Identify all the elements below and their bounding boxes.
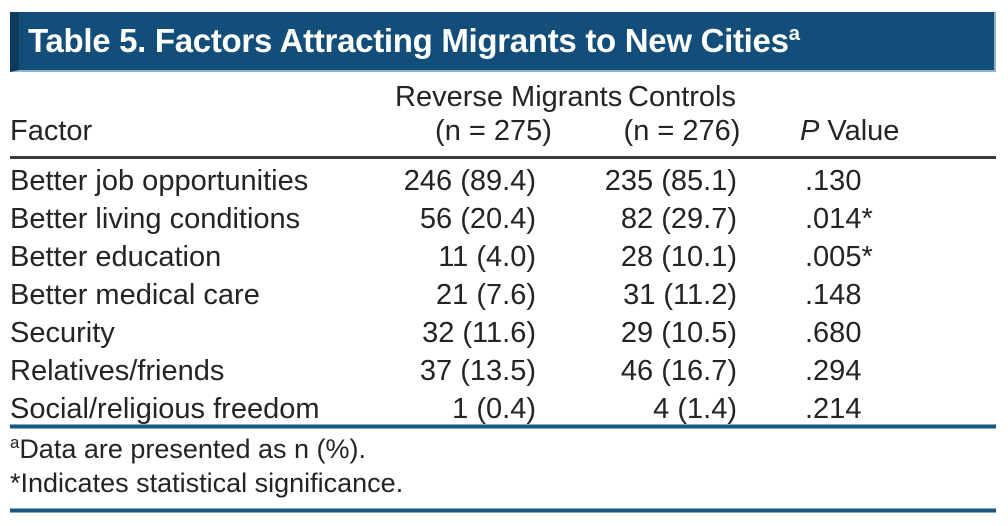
table-row: Relatives/friends 37 (13.5) 46 (16.7) .2…: [10, 352, 996, 390]
table-title-superscript: a: [788, 22, 800, 45]
cell-reverse-migrants: 246 (89.4): [403, 164, 536, 197]
footnotes: aData are presented as n (%). *Indicates…: [10, 432, 403, 500]
footnote-divider-rule: [10, 424, 996, 429]
footnote-a-marker: a: [10, 433, 20, 452]
column-header-reverse-migrants: Reverse Migrants (n = 275): [395, 80, 623, 159]
table-row: Better education 11 (4.0) 28 (10.1) .005…: [10, 238, 996, 276]
cell-factor: Relatives/friends: [10, 354, 225, 387]
cell-controls: 31 (11.2): [623, 278, 737, 311]
header-row: Factor Reverse Migrants (n = 275) Contro…: [10, 80, 996, 159]
table-title-bar: Table 5. Factors Attracting Migrants to …: [10, 12, 996, 72]
cell-reverse-migrants: 56 (20.4): [419, 202, 536, 235]
footnote-asterisk-text: Indicates statistical significance.: [20, 468, 404, 498]
table-bottom-rule: [10, 508, 996, 513]
header-reverse-line1: Reverse Migrants: [395, 81, 623, 113]
header-reverse-line2: (n = 275): [435, 115, 552, 147]
p-value-rest: Value: [819, 115, 900, 147]
cell-factor: Social/religious freedom: [10, 392, 320, 425]
table-header: Factor Reverse Migrants (n = 275) Contro…: [10, 80, 996, 159]
cell-reverse-migrants: 37 (13.5): [419, 354, 536, 387]
cell-controls: 235 (85.1): [604, 164, 737, 197]
cell-p-value: .005*: [805, 240, 873, 273]
footnote-significance: *Indicates statistical significance.: [10, 466, 403, 500]
table-row: Social/religious freedom 1 (0.4) 4 (1.4)…: [10, 390, 996, 428]
cell-factor: Security: [10, 316, 115, 349]
header-controls-line2: (n = 276): [623, 115, 741, 147]
footnote-data-presentation: aData are presented as n (%).: [10, 432, 403, 466]
cell-p-value: .680: [805, 316, 862, 349]
cell-controls: 29 (10.5): [620, 316, 737, 349]
table-body: Better job opportunities 246 (89.4) 235 …: [10, 158, 996, 429]
p-value-italic-p: P: [800, 115, 820, 147]
cell-controls: 4 (1.4): [653, 392, 737, 425]
cell-controls: 82 (29.7): [620, 202, 737, 235]
cell-reverse-migrants: 21 (7.6): [436, 278, 536, 311]
cell-factor: Better medical care: [10, 278, 260, 311]
table-row: Better living conditions 56 (20.4) 82 (2…: [10, 200, 996, 238]
cell-factor: Better living conditions: [10, 202, 301, 235]
table-title-text: Table 5. Factors Attracting Migrants to …: [28, 22, 789, 59]
factors-table: Factor Reverse Migrants (n = 275) Contro…: [10, 80, 996, 428]
cell-p-value: .014*: [805, 202, 873, 235]
footnote-a-text: Data are presented as n (%).: [19, 434, 366, 464]
table-row: Security 32 (11.6) 29 (10.5) .680: [10, 314, 996, 352]
header-controls-line1: Controls: [628, 81, 736, 113]
column-header-p-value: P Value: [772, 80, 996, 159]
column-header-controls: Controls (n = 276): [592, 80, 772, 159]
cell-reverse-migrants: 1 (0.4): [452, 392, 536, 425]
cell-p-value: .130: [805, 164, 862, 197]
cell-controls: 28 (10.1): [620, 240, 737, 273]
table-row: Better medical care 21 (7.6) 31 (11.2) .…: [10, 276, 996, 314]
table-title: Table 5. Factors Attracting Migrants to …: [28, 22, 800, 60]
cell-factor: Better job opportunities: [10, 164, 309, 197]
column-header-factor: Factor: [10, 80, 395, 159]
cell-factor: Better education: [10, 240, 222, 273]
cell-p-value: .294: [805, 354, 862, 387]
footnote-asterisk-marker: *: [10, 468, 21, 498]
cell-reverse-migrants: 32 (11.6): [422, 316, 536, 349]
table-row: Better job opportunities 246 (89.4) 235 …: [10, 158, 996, 201]
cell-p-value: .148: [805, 278, 862, 311]
table-container: Factor Reverse Migrants (n = 275) Contro…: [10, 80, 996, 428]
cell-controls: 46 (16.7): [620, 354, 737, 387]
cell-reverse-migrants: 11 (4.0): [438, 240, 536, 273]
cell-p-value: .214: [805, 392, 862, 425]
